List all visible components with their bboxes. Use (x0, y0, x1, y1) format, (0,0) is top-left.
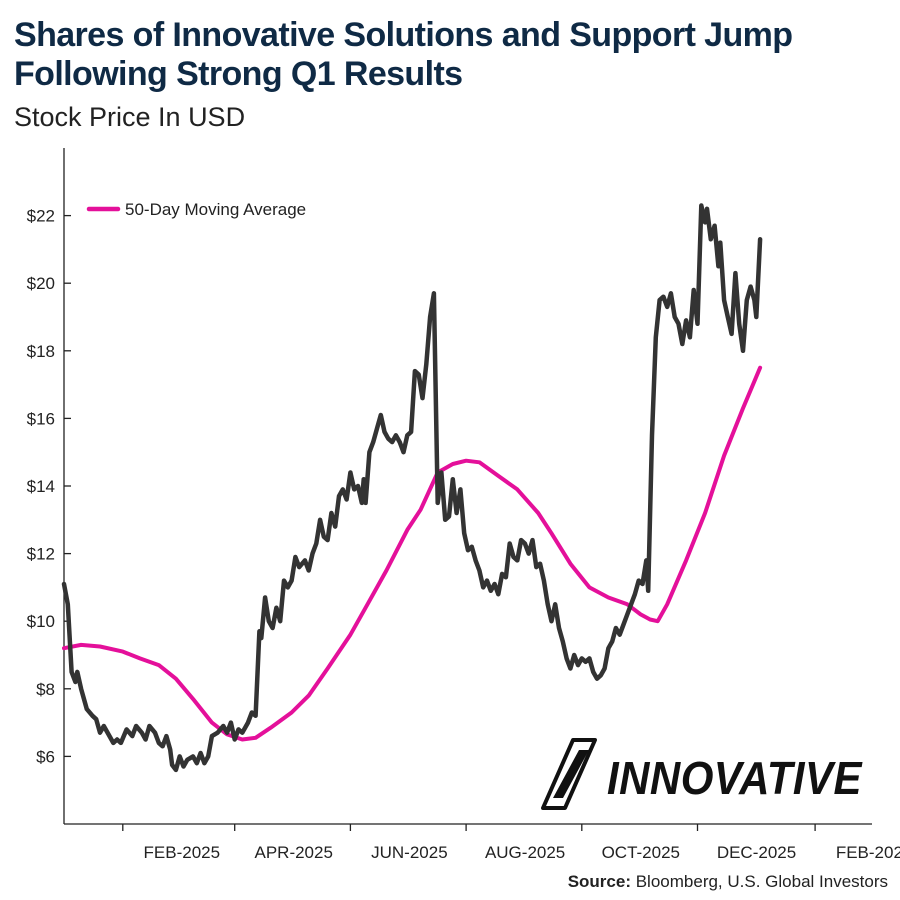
x-tick-label: OCT-2025 (602, 843, 680, 862)
innovative-logo: INNOVATIVE (541, 738, 863, 810)
y-tick-label: $8 (36, 680, 55, 699)
y-tick-label: $18 (27, 342, 55, 361)
source-note: Source: Bloomberg, U.S. Global Investors (568, 872, 888, 892)
x-tick-label: FEB-2025 (144, 843, 221, 862)
x-tick-label: APR-2025 (254, 843, 332, 862)
x-tick-label: DEC-2025 (717, 843, 796, 862)
y-tick-label: $10 (27, 612, 55, 631)
chart-subtitle: Stock Price In USD (14, 102, 246, 132)
stock-price-line (61, 203, 763, 773)
logo-mark-outer (541, 738, 597, 810)
x-tick-label: JUN-2025 (371, 843, 448, 862)
y-tick-label: $16 (27, 409, 55, 428)
y-tick-label: $20 (27, 274, 55, 293)
chart-axes (63, 148, 872, 825)
axis-ticks: $6 $8 $10 $12 $14 $16 $18 $20 $22 FEB-2025 APR-202… (27, 207, 900, 862)
logo-wordmark: INNOVATIVE (607, 752, 863, 804)
source-text: Bloomberg, U.S. Global Investors (635, 872, 888, 891)
x-tick-label: FEB-2026 (836, 843, 900, 862)
logo-mark-inner (553, 750, 589, 798)
y-tick-label: $14 (27, 477, 55, 496)
y-tick-label: $22 (27, 207, 55, 226)
chart-legend: 50-Day Moving Average (86, 200, 306, 219)
y-tick-label: $12 (27, 545, 55, 564)
moving-average-line (62, 365, 763, 742)
y-tick-label: $6 (36, 747, 55, 766)
x-tick-label: AUG-2025 (485, 843, 565, 862)
chart-title: Shares of Innovative Solutions and Suppo… (14, 16, 793, 93)
chart-series (61, 203, 763, 773)
source-label: Source: (567, 872, 631, 891)
legend-label-moving-average: 50-Day Moving Average (125, 200, 306, 219)
